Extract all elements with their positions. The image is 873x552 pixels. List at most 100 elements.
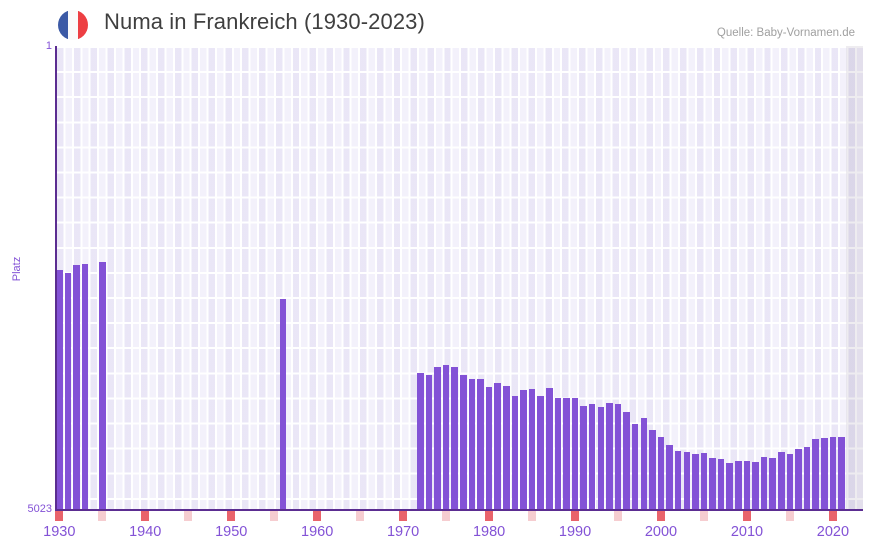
y-axis-title: Platz bbox=[11, 256, 23, 282]
bar bbox=[64, 273, 72, 510]
y-axis-top-tick-label: 1 bbox=[45, 40, 52, 52]
bar bbox=[537, 396, 544, 510]
x-axis-tick-label: 1950 bbox=[215, 524, 248, 540]
bar bbox=[279, 299, 287, 510]
bar bbox=[494, 383, 501, 510]
bar-series bbox=[55, 46, 863, 510]
france-flag-icon bbox=[58, 10, 88, 40]
x-axis-tick-minor bbox=[442, 511, 451, 521]
x-axis-ticks bbox=[55, 511, 863, 521]
bar bbox=[795, 448, 802, 510]
bar bbox=[666, 445, 673, 510]
bar bbox=[821, 438, 828, 510]
flag-stripe-red bbox=[77, 10, 88, 40]
plot-area bbox=[55, 46, 863, 510]
bar bbox=[640, 417, 648, 510]
x-axis-tick-minor bbox=[699, 511, 708, 521]
x-axis-tick-label: 2000 bbox=[644, 524, 678, 540]
x-axis-tick-major bbox=[828, 511, 837, 521]
bar bbox=[803, 446, 811, 510]
x-axis-tick-major bbox=[485, 511, 494, 521]
bar bbox=[425, 374, 433, 510]
x-axis-tick-minor bbox=[98, 511, 107, 521]
bar bbox=[485, 386, 493, 510]
bar bbox=[709, 458, 716, 510]
bar bbox=[726, 462, 734, 510]
bar bbox=[743, 460, 751, 510]
bar bbox=[580, 406, 587, 510]
x-axis-tick-label: 1990 bbox=[558, 524, 592, 540]
y-axis-line bbox=[55, 46, 57, 511]
x-axis-tick-minor bbox=[270, 511, 279, 521]
x-axis-tick-major bbox=[571, 511, 580, 521]
x-axis-tick-major bbox=[141, 511, 150, 521]
bar bbox=[657, 436, 665, 510]
x-axis-tick-minor bbox=[528, 511, 537, 521]
bar bbox=[692, 454, 699, 510]
x-axis-tick-label: 1970 bbox=[386, 524, 420, 540]
x-axis-tick-major bbox=[227, 511, 236, 521]
bar bbox=[812, 439, 819, 510]
bar bbox=[460, 374, 467, 510]
x-axis-labels: 1930 1940 1950 1960 1970 1980 1990 2000 2010 2020 bbox=[43, 524, 863, 546]
x-axis-tick-major bbox=[399, 511, 408, 521]
x-axis-tick-minor bbox=[614, 511, 623, 521]
bar bbox=[571, 398, 579, 510]
bar bbox=[786, 453, 794, 510]
bar bbox=[99, 262, 106, 510]
bar bbox=[520, 389, 527, 510]
bar bbox=[829, 437, 837, 510]
y-axis-bottom-tick-label: 5023 bbox=[27, 503, 52, 515]
bar bbox=[442, 364, 450, 510]
chart-title: Numa in Frankreich (1930-2023) bbox=[104, 9, 425, 34]
source-attribution: Quelle: Baby-Vornamen.de bbox=[716, 27, 855, 39]
bar bbox=[477, 379, 484, 510]
bar bbox=[838, 436, 845, 510]
bar bbox=[503, 385, 510, 510]
x-axis-tick-major bbox=[657, 511, 665, 521]
x-axis-line bbox=[55, 509, 863, 511]
x-axis-tick-major bbox=[313, 511, 322, 521]
x-axis-tick-major bbox=[742, 511, 751, 521]
flag-stripe-white bbox=[68, 10, 78, 40]
bar bbox=[760, 457, 768, 510]
bar bbox=[683, 451, 691, 510]
bar bbox=[434, 367, 441, 510]
bar bbox=[674, 451, 682, 510]
bar bbox=[545, 387, 553, 510]
bar bbox=[649, 430, 656, 510]
x-axis-tick-label: 1960 bbox=[301, 524, 334, 540]
x-axis-tick-label: 2020 bbox=[816, 524, 850, 540]
bar bbox=[563, 398, 570, 510]
flag-stripe-blue bbox=[58, 10, 68, 40]
bar bbox=[588, 404, 596, 510]
bar bbox=[597, 406, 605, 510]
x-axis-tick-label: 1930 bbox=[43, 524, 76, 540]
bar bbox=[554, 397, 562, 510]
x-axis-tick-label: 1980 bbox=[472, 524, 506, 540]
bar bbox=[623, 411, 630, 510]
bar bbox=[606, 402, 613, 510]
x-axis-tick-minor bbox=[785, 511, 794, 521]
bar bbox=[717, 459, 725, 510]
bar bbox=[56, 270, 63, 510]
x-axis-tick-label: 1940 bbox=[129, 524, 162, 540]
no-data-region bbox=[845, 46, 863, 510]
bar bbox=[468, 379, 476, 510]
bar bbox=[81, 263, 89, 510]
bar bbox=[511, 396, 519, 510]
bar bbox=[528, 389, 536, 510]
x-axis-tick-major bbox=[55, 511, 64, 521]
bar bbox=[614, 404, 622, 510]
x-axis-tick-label: 2010 bbox=[730, 524, 764, 540]
chart-header: Numa in Frankreich (1930-2023) Quelle: B… bbox=[0, 0, 873, 44]
bar bbox=[735, 460, 742, 510]
bar bbox=[451, 366, 458, 510]
bar bbox=[752, 462, 759, 510]
bar bbox=[700, 452, 708, 510]
bar bbox=[631, 423, 639, 510]
x-axis-tick-minor bbox=[184, 511, 193, 521]
bar bbox=[778, 451, 785, 510]
bar bbox=[769, 457, 776, 510]
